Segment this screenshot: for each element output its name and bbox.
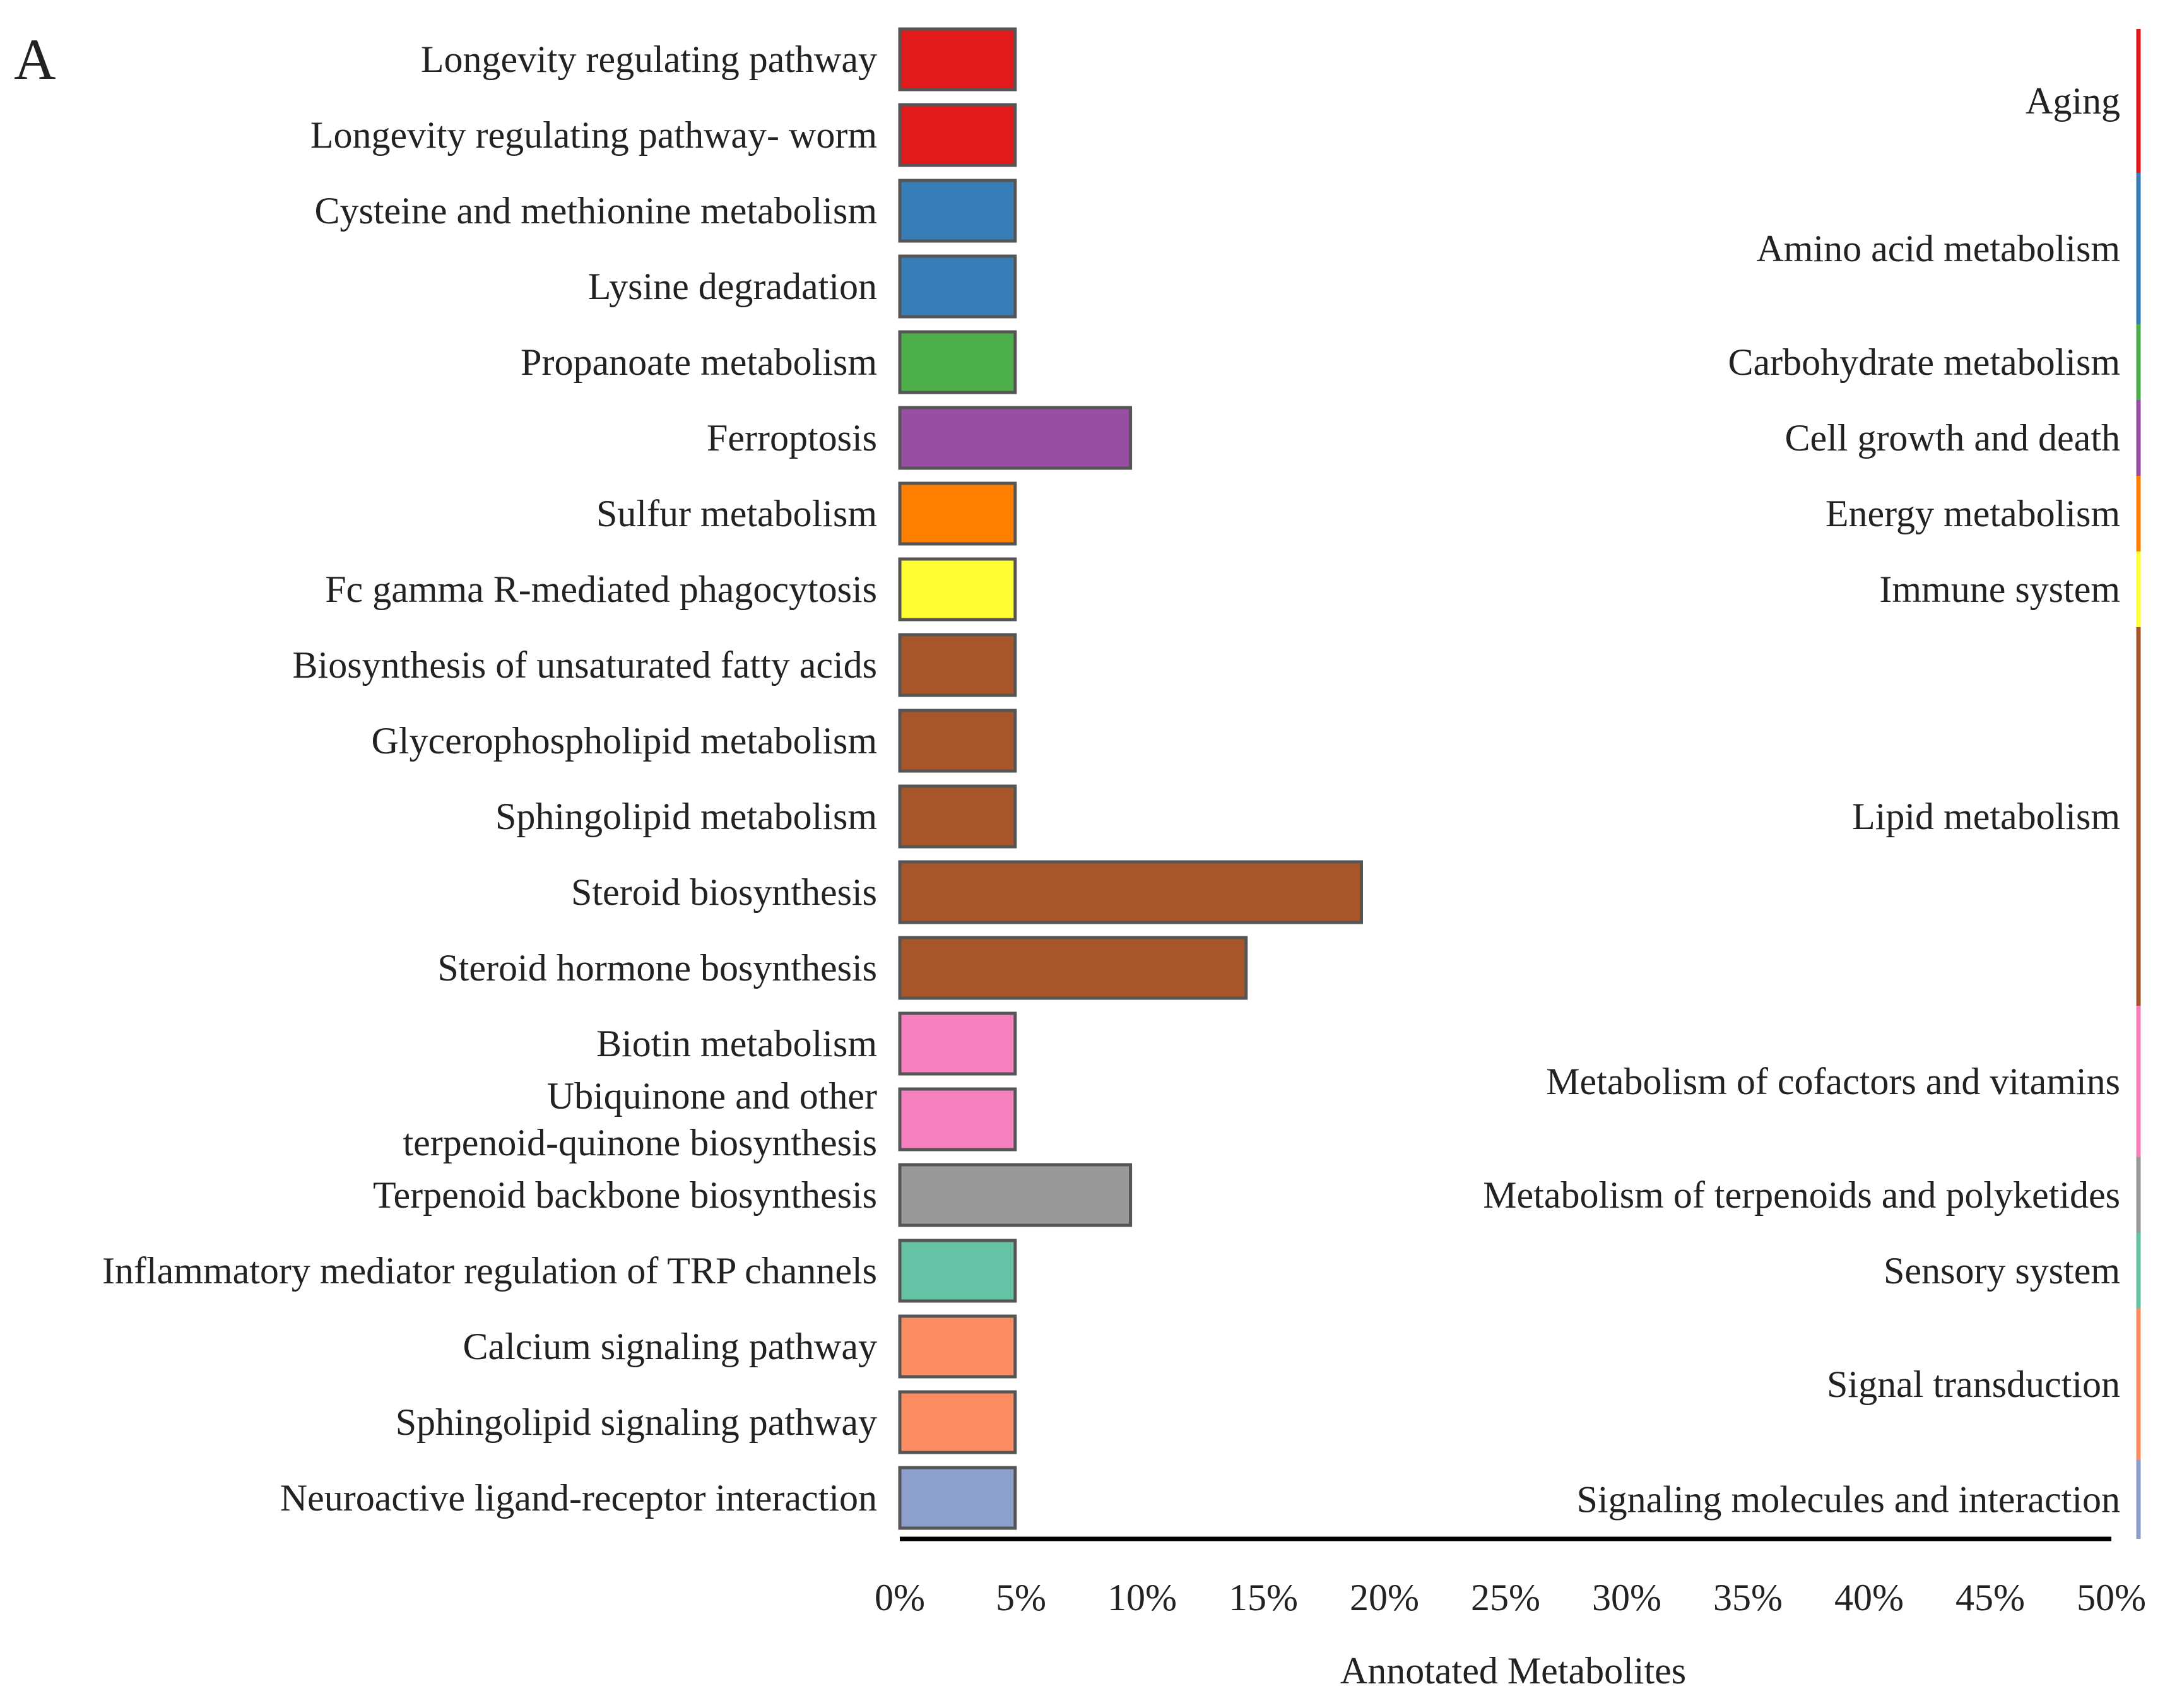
x-tick-label: 35% <box>1713 1577 1783 1618</box>
category-label: Propanoate metabolism <box>521 341 877 383</box>
bar-glycerophospholipid-metabolism <box>898 709 1017 773</box>
category-labels: Longevity regulating pathway Longevity re… <box>102 38 877 1519</box>
bar-ubiquinone-and-other-terpenoid-quinone-biosynthesis <box>898 1087 1017 1151</box>
category-label: Fc gamma R-mediated phagocytosis <box>325 568 877 610</box>
category-label: Sphingolipid metabolism <box>495 796 877 837</box>
category-label: Steroid hormone bosynthesis <box>437 947 877 989</box>
bar-longevity-regulating-pathway-worm <box>898 103 1017 167</box>
x-tick-labels: 0% 5% 10% 15% 20% 25% 30% 35% 40% 45% 50% <box>875 1577 2146 1618</box>
bar-steroid-biosynthesis <box>898 860 1364 924</box>
group-label: Carbohydrate metabolism <box>1728 341 2120 383</box>
group-label: Signaling molecules and interaction <box>1577 1479 2120 1521</box>
bar-biotin-metabolism <box>898 1011 1017 1076</box>
bar-inflammatory-mediator-regulation-of-trp-channels <box>898 1239 1017 1303</box>
bar-sulfur-metabolism <box>898 481 1017 546</box>
bar-fc-gamma-r-mediated-phagocytosis <box>898 557 1017 621</box>
category-label: Biosynthesis of unsaturated fatty acids <box>293 644 877 686</box>
group-label: Aging <box>2026 80 2120 122</box>
group-label: Sensory system <box>1884 1250 2120 1292</box>
bar-calcium-signaling-pathway <box>898 1314 1017 1379</box>
category-label: Glycerophospholipid metabolism <box>371 720 877 762</box>
x-tick-label: 15% <box>1229 1577 1298 1618</box>
group-label: Signal transduction <box>1827 1363 2120 1405</box>
bar-longevity-regulating-pathway <box>898 27 1017 91</box>
bar-propanoate-metabolism <box>898 330 1017 394</box>
group-label: Metabolism of terpenoids and polyketides <box>1483 1174 2120 1216</box>
bars <box>898 27 1364 1530</box>
category-label: Longevity regulating pathway <box>421 38 877 80</box>
category-label: Calcium signaling pathway <box>463 1326 877 1367</box>
category-label: Inflammatory mediator regulation of TRP … <box>102 1250 877 1292</box>
group-annotations: Aging Amino acid metabolism Carbohydrate m… <box>1483 29 2141 1539</box>
category-label: Neuroactive ligand-receptor interaction <box>280 1477 877 1519</box>
category-label: Cysteine and methionine metabolism <box>314 190 877 232</box>
x-tick-label: 10% <box>1107 1577 1177 1618</box>
x-tick-label: 5% <box>996 1577 1046 1618</box>
x-tick-label: 50% <box>2077 1577 2146 1618</box>
group-label: Energy metabolism <box>1826 493 2120 534</box>
x-tick-label: 25% <box>1471 1577 1540 1618</box>
panel-label: A <box>14 27 56 91</box>
category-label: Ferroptosis <box>707 417 877 459</box>
x-axis-title: Annotated Metabolites <box>1340 1650 1686 1692</box>
category-label: Biotin metabolism <box>596 1023 877 1064</box>
x-tick-label: 30% <box>1592 1577 1661 1618</box>
bar-sphingolipid-metabolism <box>898 784 1017 849</box>
x-tick-label: 0% <box>875 1577 925 1618</box>
bar-ferroptosis <box>898 406 1133 470</box>
category-label: Steroid biosynthesis <box>571 871 877 913</box>
x-tick-label: 20% <box>1350 1577 1419 1618</box>
category-label: Longevity regulating pathway- worm <box>310 114 877 156</box>
group-label: Lipid metabolism <box>1852 796 2120 837</box>
x-tick-label: 45% <box>1956 1577 2025 1618</box>
bar-cysteine-and-methionine-metabolism <box>898 179 1017 243</box>
category-label: Ubiquinone and other terpenoid-quinone bi… <box>403 1075 877 1163</box>
x-tick-label: 40% <box>1834 1577 1904 1618</box>
group-label: Metabolism of cofactors and vitamins <box>1546 1061 2120 1102</box>
category-label: Terpenoid backbone biosynthesis <box>373 1174 877 1216</box>
bar-terpenoid-backbone-biosynthesis <box>898 1163 1133 1227</box>
bar-sphingolipid-signaling-pathway <box>898 1390 1017 1454</box>
category-label: Lysine degradation <box>588 266 877 307</box>
bar-lysine-degradation <box>898 254 1017 319</box>
group-label: Cell growth and death <box>1785 417 2120 459</box>
group-label: Amino acid metabolism <box>1756 228 2120 269</box>
bar-neuroactive-ligand-receptor-interaction <box>898 1466 1017 1530</box>
category-label: Sphingolipid signaling pathway <box>396 1401 877 1443</box>
category-label: Sulfur metabolism <box>596 493 877 534</box>
bar-steroid-hormone-bosynthesis <box>898 936 1248 1000</box>
bar-biosynthesis-of-unsaturated-fatty-acids <box>898 633 1017 697</box>
group-label: Immune system <box>1879 568 2120 610</box>
